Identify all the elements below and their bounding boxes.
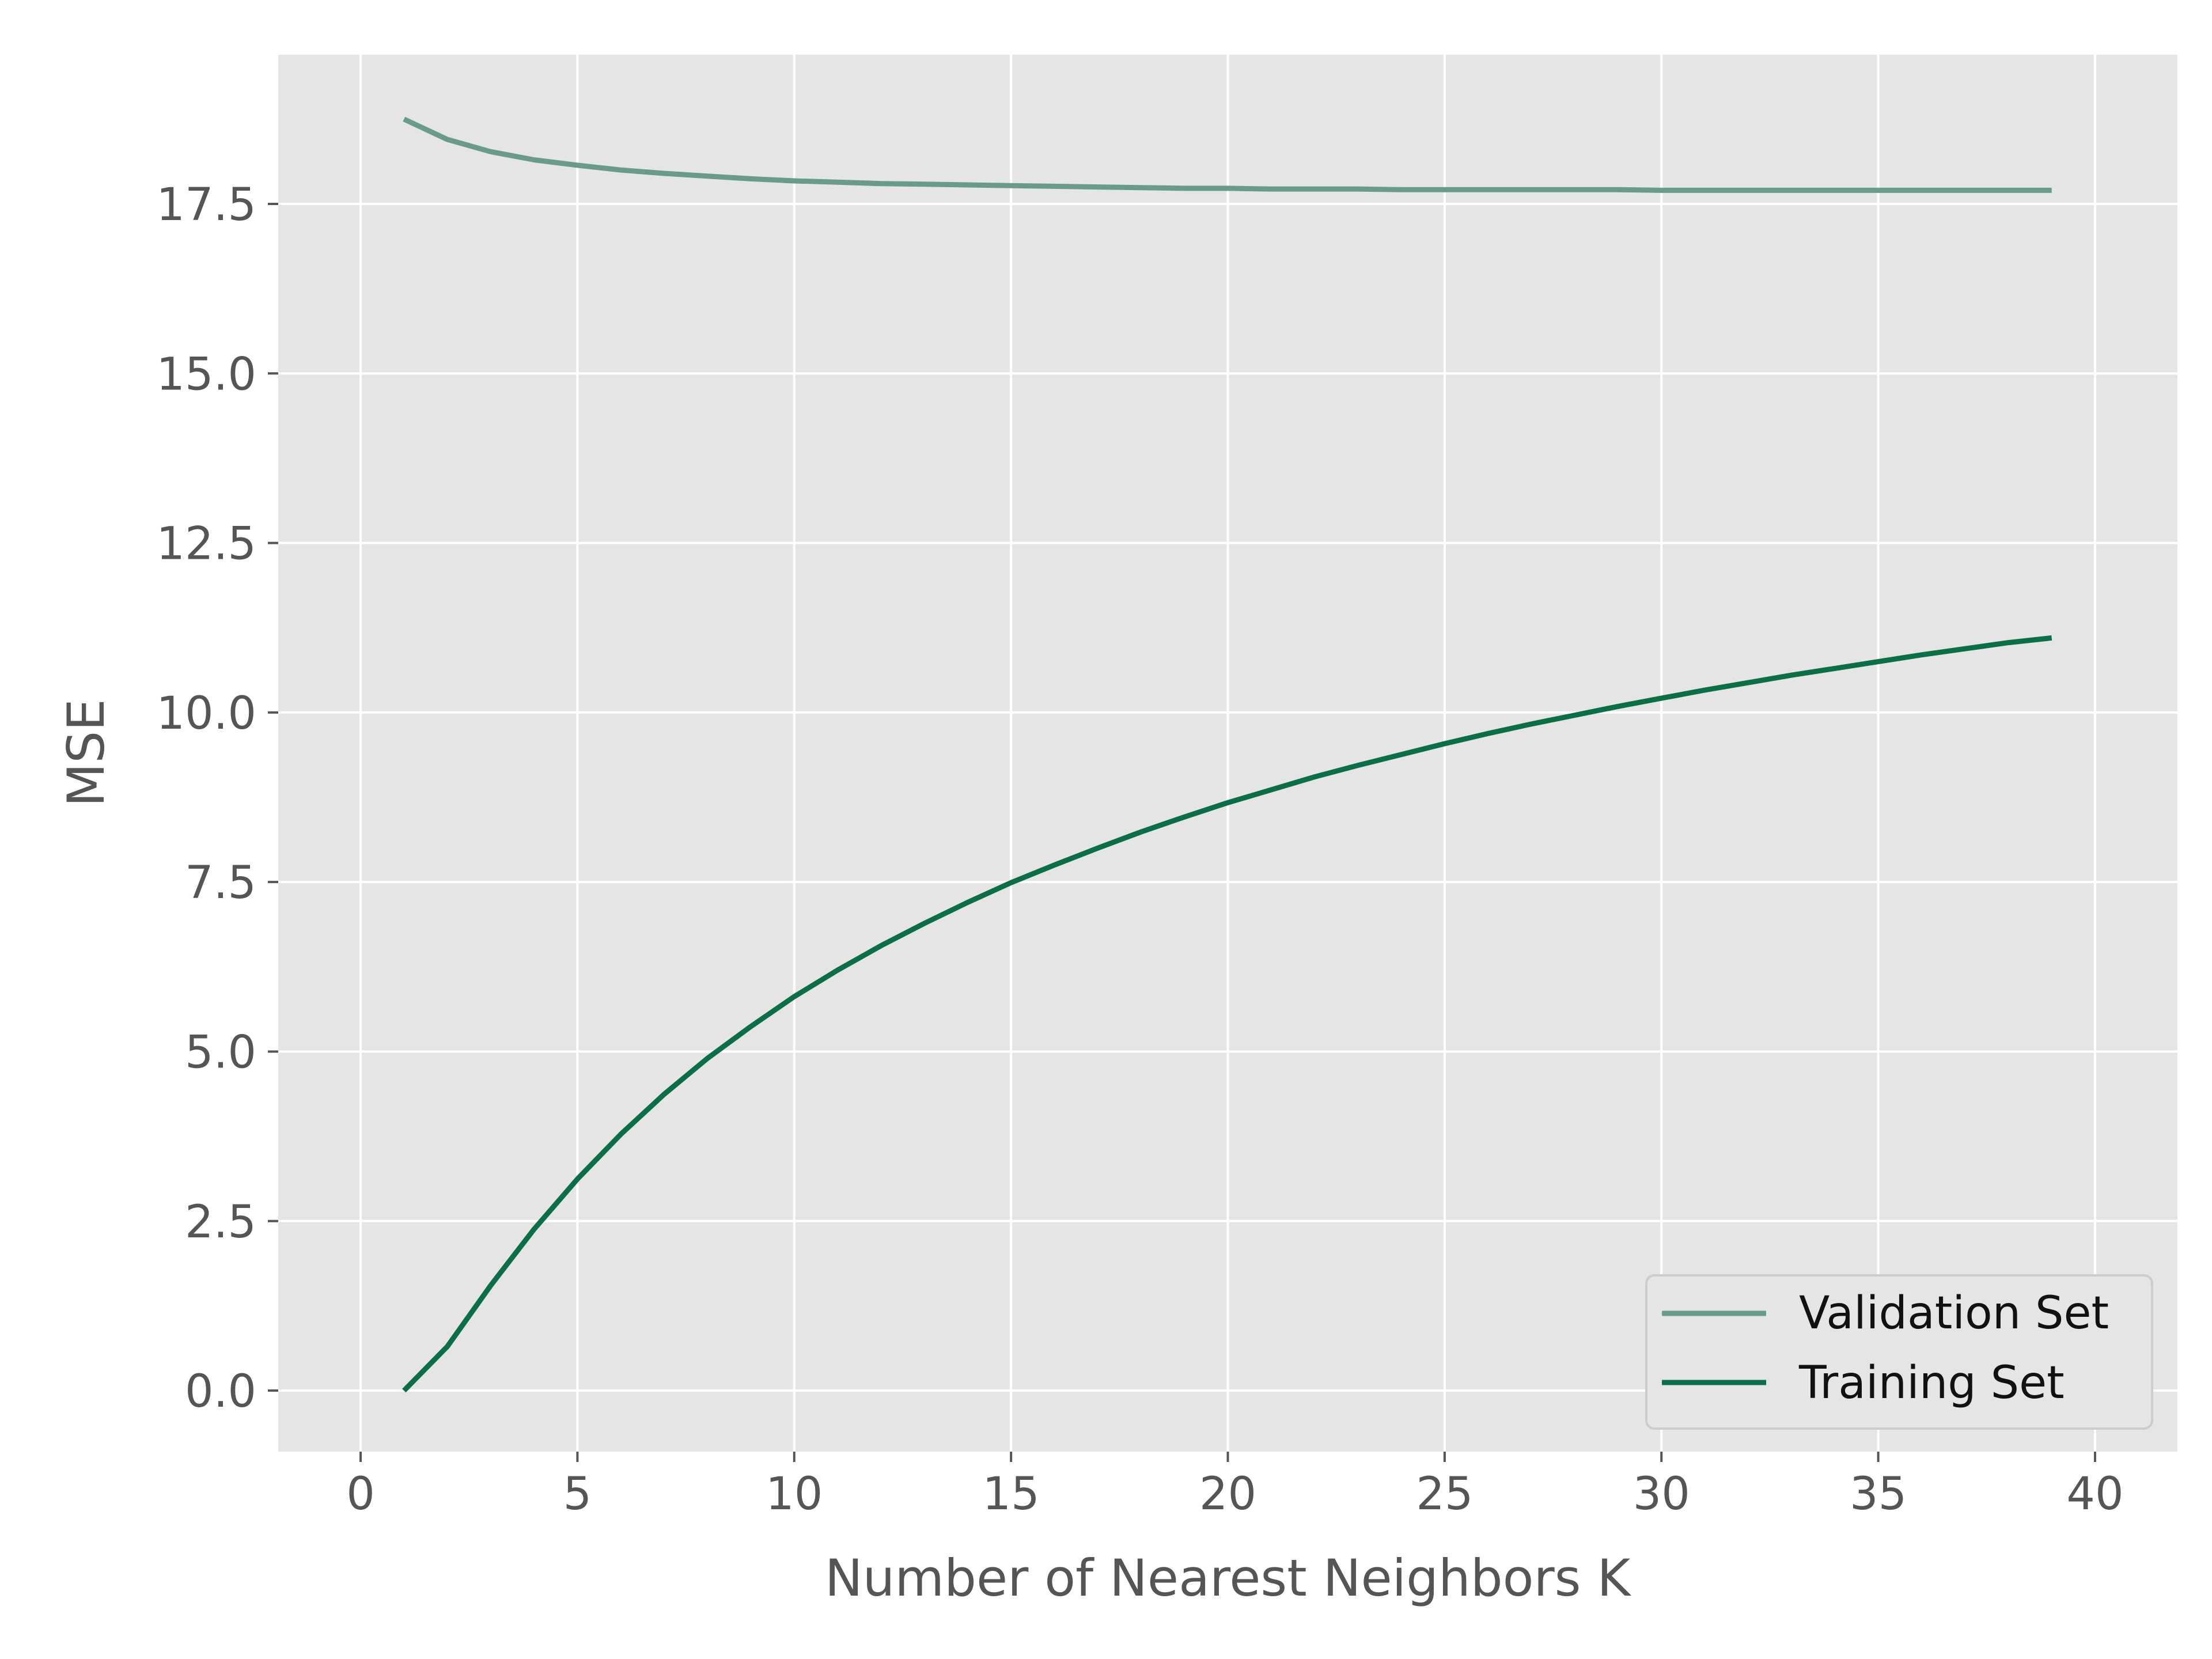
series [402,116,2052,1393]
x-tick-label: 30 [1633,1468,1690,1520]
x-tick-label: 35 [1850,1468,1907,1520]
y-tick-label: 10.0 [156,688,256,740]
y-tick-label: 17.5 [156,179,256,231]
x-tick-label: 15 [982,1468,1039,1520]
y-tick-label: 12.5 [156,518,256,570]
y-tick-label: 5.0 [185,1027,256,1078]
y-tick-label: 2.5 [185,1196,256,1248]
series-line-validation [403,116,2052,193]
y-tick-label: 7.5 [185,857,256,909]
x-tick-label: 25 [1416,1468,1473,1520]
x-tick-label: 40 [2066,1468,2123,1520]
x-tick-label: 5 [563,1468,592,1520]
y-tick-label: 15.0 [156,349,256,400]
x-tick-label: 0 [346,1468,375,1520]
legend: Validation Set Training Set [1645,1274,2153,1430]
legend-box [1645,1274,2153,1430]
y-tick-label: 0.0 [185,1366,256,1418]
axis-ticks: 0 5 10 15 20 25 30 35 40 0.0 2.5 5.0 7.5 10.0 12.5 15.0… [156,179,2123,1520]
legend-label-training: Training Set [1798,1357,2065,1409]
x-axis-label: Number of Nearest Neighbors K [825,1548,1632,1608]
y-axis-label: MSE [56,699,116,806]
x-tick-label: 10 [766,1468,823,1520]
x-tick-label: 20 [1199,1468,1256,1520]
legend-label-validation: Validation Set [1799,1287,2109,1339]
series-line-training [402,635,2052,1393]
